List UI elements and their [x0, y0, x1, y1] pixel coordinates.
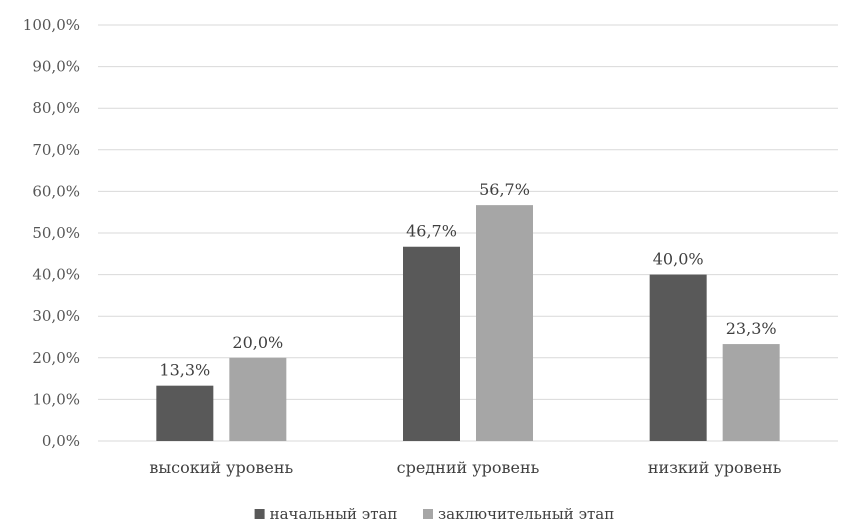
data-label: 13,3% [159, 361, 210, 380]
y-tick-label: 40,0% [32, 266, 80, 284]
bar-initial-1 [403, 246, 460, 441]
y-tick-label: 30,0% [32, 307, 80, 325]
bar-final-2 [722, 344, 780, 441]
bars [156, 205, 780, 441]
y-tick-label: 50,0% [32, 224, 80, 242]
data-labels: 13,3% 20,0% 46,7% 56,7% 40,0% 23,3% [159, 180, 776, 380]
legend-swatch [254, 509, 265, 519]
x-category-label: высокий уровень [149, 458, 293, 477]
x-category-label: низкий уровень [648, 458, 782, 477]
bar-initial-2 [649, 274, 707, 441]
y-tick-label: 10,0% [32, 390, 80, 408]
data-label: 56,7% [479, 180, 530, 199]
y-tick-label: 60,0% [32, 182, 80, 200]
legend-swatch [423, 509, 433, 519]
x-category-label: средний уровень [397, 458, 540, 477]
legend-label: начальный этап [270, 505, 398, 523]
data-label: 40,0% [653, 250, 704, 269]
data-label: 46,7% [406, 222, 457, 241]
data-label: 20,0% [232, 333, 283, 352]
y-tick-label: 100,0% [23, 16, 80, 34]
y-tick-label: 20,0% [32, 349, 80, 367]
y-tick-label: 80,0% [32, 99, 80, 117]
y-tick-label: 0,0% [42, 432, 80, 450]
data-label: 23,3% [726, 319, 777, 338]
bar-final-0 [229, 357, 287, 441]
y-tick-label: 90,0% [32, 58, 80, 76]
legend: начальный этап заключительный этап [254, 505, 614, 523]
gridlines [98, 24, 838, 442]
legend-label: заключительный этап [438, 505, 614, 523]
y-axis-tick-labels: 0,0% 10,0% 20,0% 30,0% 40,0% 50,0% 60,0% 70,0% 8… [23, 16, 80, 450]
x-axis-category-labels: высокий уровень средний уровень низкий уро… [149, 458, 781, 477]
bar-final-1 [476, 205, 533, 441]
y-tick-label: 70,0% [32, 141, 80, 159]
bar-initial-0 [156, 385, 214, 441]
